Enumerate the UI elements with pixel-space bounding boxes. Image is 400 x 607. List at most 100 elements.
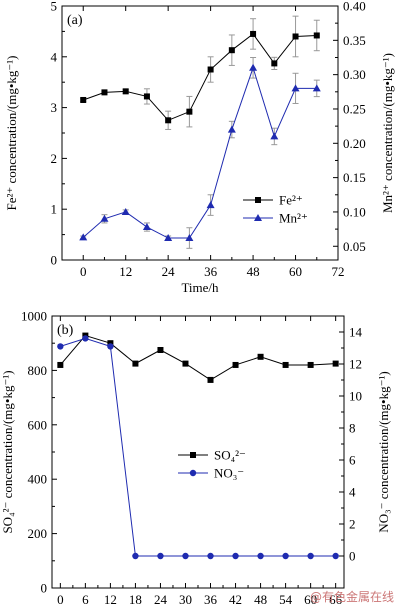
data-point-triangle	[142, 223, 151, 231]
data-point-square	[143, 93, 150, 100]
watermark: @有色金属在线	[310, 589, 394, 604]
data-point-circle	[57, 343, 64, 350]
y-left-tick-label: 600	[28, 417, 48, 432]
x-tick-label: 66	[329, 592, 343, 607]
y-right-tick-label: 14	[349, 325, 363, 340]
data-point-triangle	[312, 84, 321, 92]
x-tick-label: 6	[82, 592, 89, 607]
data-point-square	[57, 361, 64, 368]
data-point-circle	[207, 552, 214, 560]
data-point-square	[232, 361, 239, 368]
y-right-tick-label: 10	[349, 389, 362, 404]
panel-label: (a)	[67, 13, 83, 28]
y-right-tick-label: 0.20	[343, 136, 366, 151]
data-point-square	[80, 96, 87, 103]
data-point-square	[165, 117, 172, 124]
legend: Fe²⁺ Mn²⁺	[243, 193, 308, 226]
data-point-square	[186, 108, 193, 115]
data-point-square	[182, 360, 189, 367]
x-tick-label: 18	[129, 592, 142, 607]
data-point-circle	[132, 552, 139, 560]
plot-frame	[51, 315, 345, 589]
data-point-circle	[282, 552, 289, 560]
y-left-tick-label: 0	[51, 253, 58, 268]
data-point-triangle	[270, 132, 279, 140]
x-tick-label: 30	[179, 592, 192, 607]
data-point-circle	[107, 343, 114, 350]
data-point-square	[282, 361, 289, 368]
y-right-tick-label: 8	[349, 421, 356, 436]
x-tick-label: 42	[229, 592, 242, 607]
data-point-triangle	[185, 234, 194, 242]
y-left-tick-label: 5	[51, 0, 58, 14]
data-point-triangle	[254, 214, 262, 221]
y-right-tick-label: 6	[349, 453, 356, 468]
y-left-tick-label: 800	[28, 363, 48, 378]
series-line	[60, 337, 336, 557]
y-right-tick-label: 0.10	[343, 204, 366, 219]
data-point-square	[101, 89, 108, 96]
data-point-triangle	[249, 63, 258, 71]
data-point-square	[255, 197, 261, 203]
series-primary	[80, 15, 320, 130]
series-primary	[57, 332, 339, 383]
data-point-square	[190, 452, 196, 458]
y-right-tick-label: 0.40	[343, 0, 366, 14]
y-right-tick-label: 4	[349, 485, 356, 500]
y-right-tick-label: 0.25	[343, 101, 366, 116]
y-left-tick-label: 2	[51, 151, 58, 166]
y-left-tick-label: 1000	[21, 309, 47, 324]
data-point-square	[332, 360, 339, 367]
x-tick-label: 24	[162, 264, 176, 279]
series-secondary	[57, 335, 339, 560]
legend-label: SO₄²⁻	[214, 448, 246, 463]
series-line	[83, 33, 317, 121]
data-point-square	[228, 47, 235, 54]
x-tick-label: 36	[204, 264, 218, 279]
data-point-square	[307, 361, 314, 368]
data-point-square	[313, 32, 320, 39]
data-point-square	[157, 347, 164, 353]
y-left-tick-label: 400	[28, 472, 48, 487]
data-point-circle	[257, 552, 264, 560]
legend-label: NO₃⁻	[214, 466, 244, 481]
data-point-circle	[332, 552, 339, 560]
data-point-circle	[82, 335, 89, 342]
data-point-square	[292, 33, 299, 40]
data-point-square	[207, 376, 214, 383]
data-point-triangle	[121, 207, 130, 215]
data-point-square	[271, 60, 278, 67]
data-point-square	[250, 30, 257, 37]
panel-a: 0 12 24 36 48 60 720123450.050.100.150.200.250…	[4, 0, 395, 295]
data-point-triangle	[206, 201, 215, 209]
series-line	[82, 66, 317, 239]
data-point-square	[122, 88, 129, 95]
y-right-tick-label: 0	[349, 549, 356, 564]
data-point-circle	[232, 552, 239, 560]
x-tick-label: 60	[289, 264, 302, 279]
y-right-tick-label: 0.35	[343, 33, 366, 48]
legend-label: Mn²⁺	[279, 211, 308, 226]
y-right-tick-label: 2	[349, 517, 356, 532]
y-left-tick-label: 0	[41, 581, 48, 596]
x-tick-label: 60	[304, 592, 317, 607]
y-right-tick-label: 12	[349, 357, 362, 372]
data-point-triangle	[79, 233, 88, 241]
data-point-circle	[157, 552, 164, 560]
series-secondary	[79, 56, 321, 249]
y-right-tick-label: 0.15	[343, 170, 366, 185]
data-point-triangle	[291, 84, 300, 92]
y-right-axis-label: NO₃⁻ concentration/(mg•kg⁻¹)	[376, 371, 391, 532]
data-point-triangle	[100, 214, 109, 222]
legend-label: Fe²⁺	[279, 193, 303, 208]
data-point-circle	[182, 552, 189, 560]
x-tick-label: 12	[104, 592, 117, 607]
panel-b: 0 6 12 18 24 30 36 42 48 54 60 66020040060080010000…	[0, 309, 391, 607]
x-tick-label: 54	[279, 592, 293, 607]
y-left-tick-label: 4	[51, 49, 58, 64]
y-right-axis-label: Mn²⁺ concentration/(mg•kg⁻¹)	[380, 53, 395, 213]
series-line	[59, 335, 336, 381]
x-tick-label: 72	[332, 264, 345, 279]
x-tick-label: 24	[154, 592, 168, 607]
x-tick-label: 48	[254, 592, 267, 607]
